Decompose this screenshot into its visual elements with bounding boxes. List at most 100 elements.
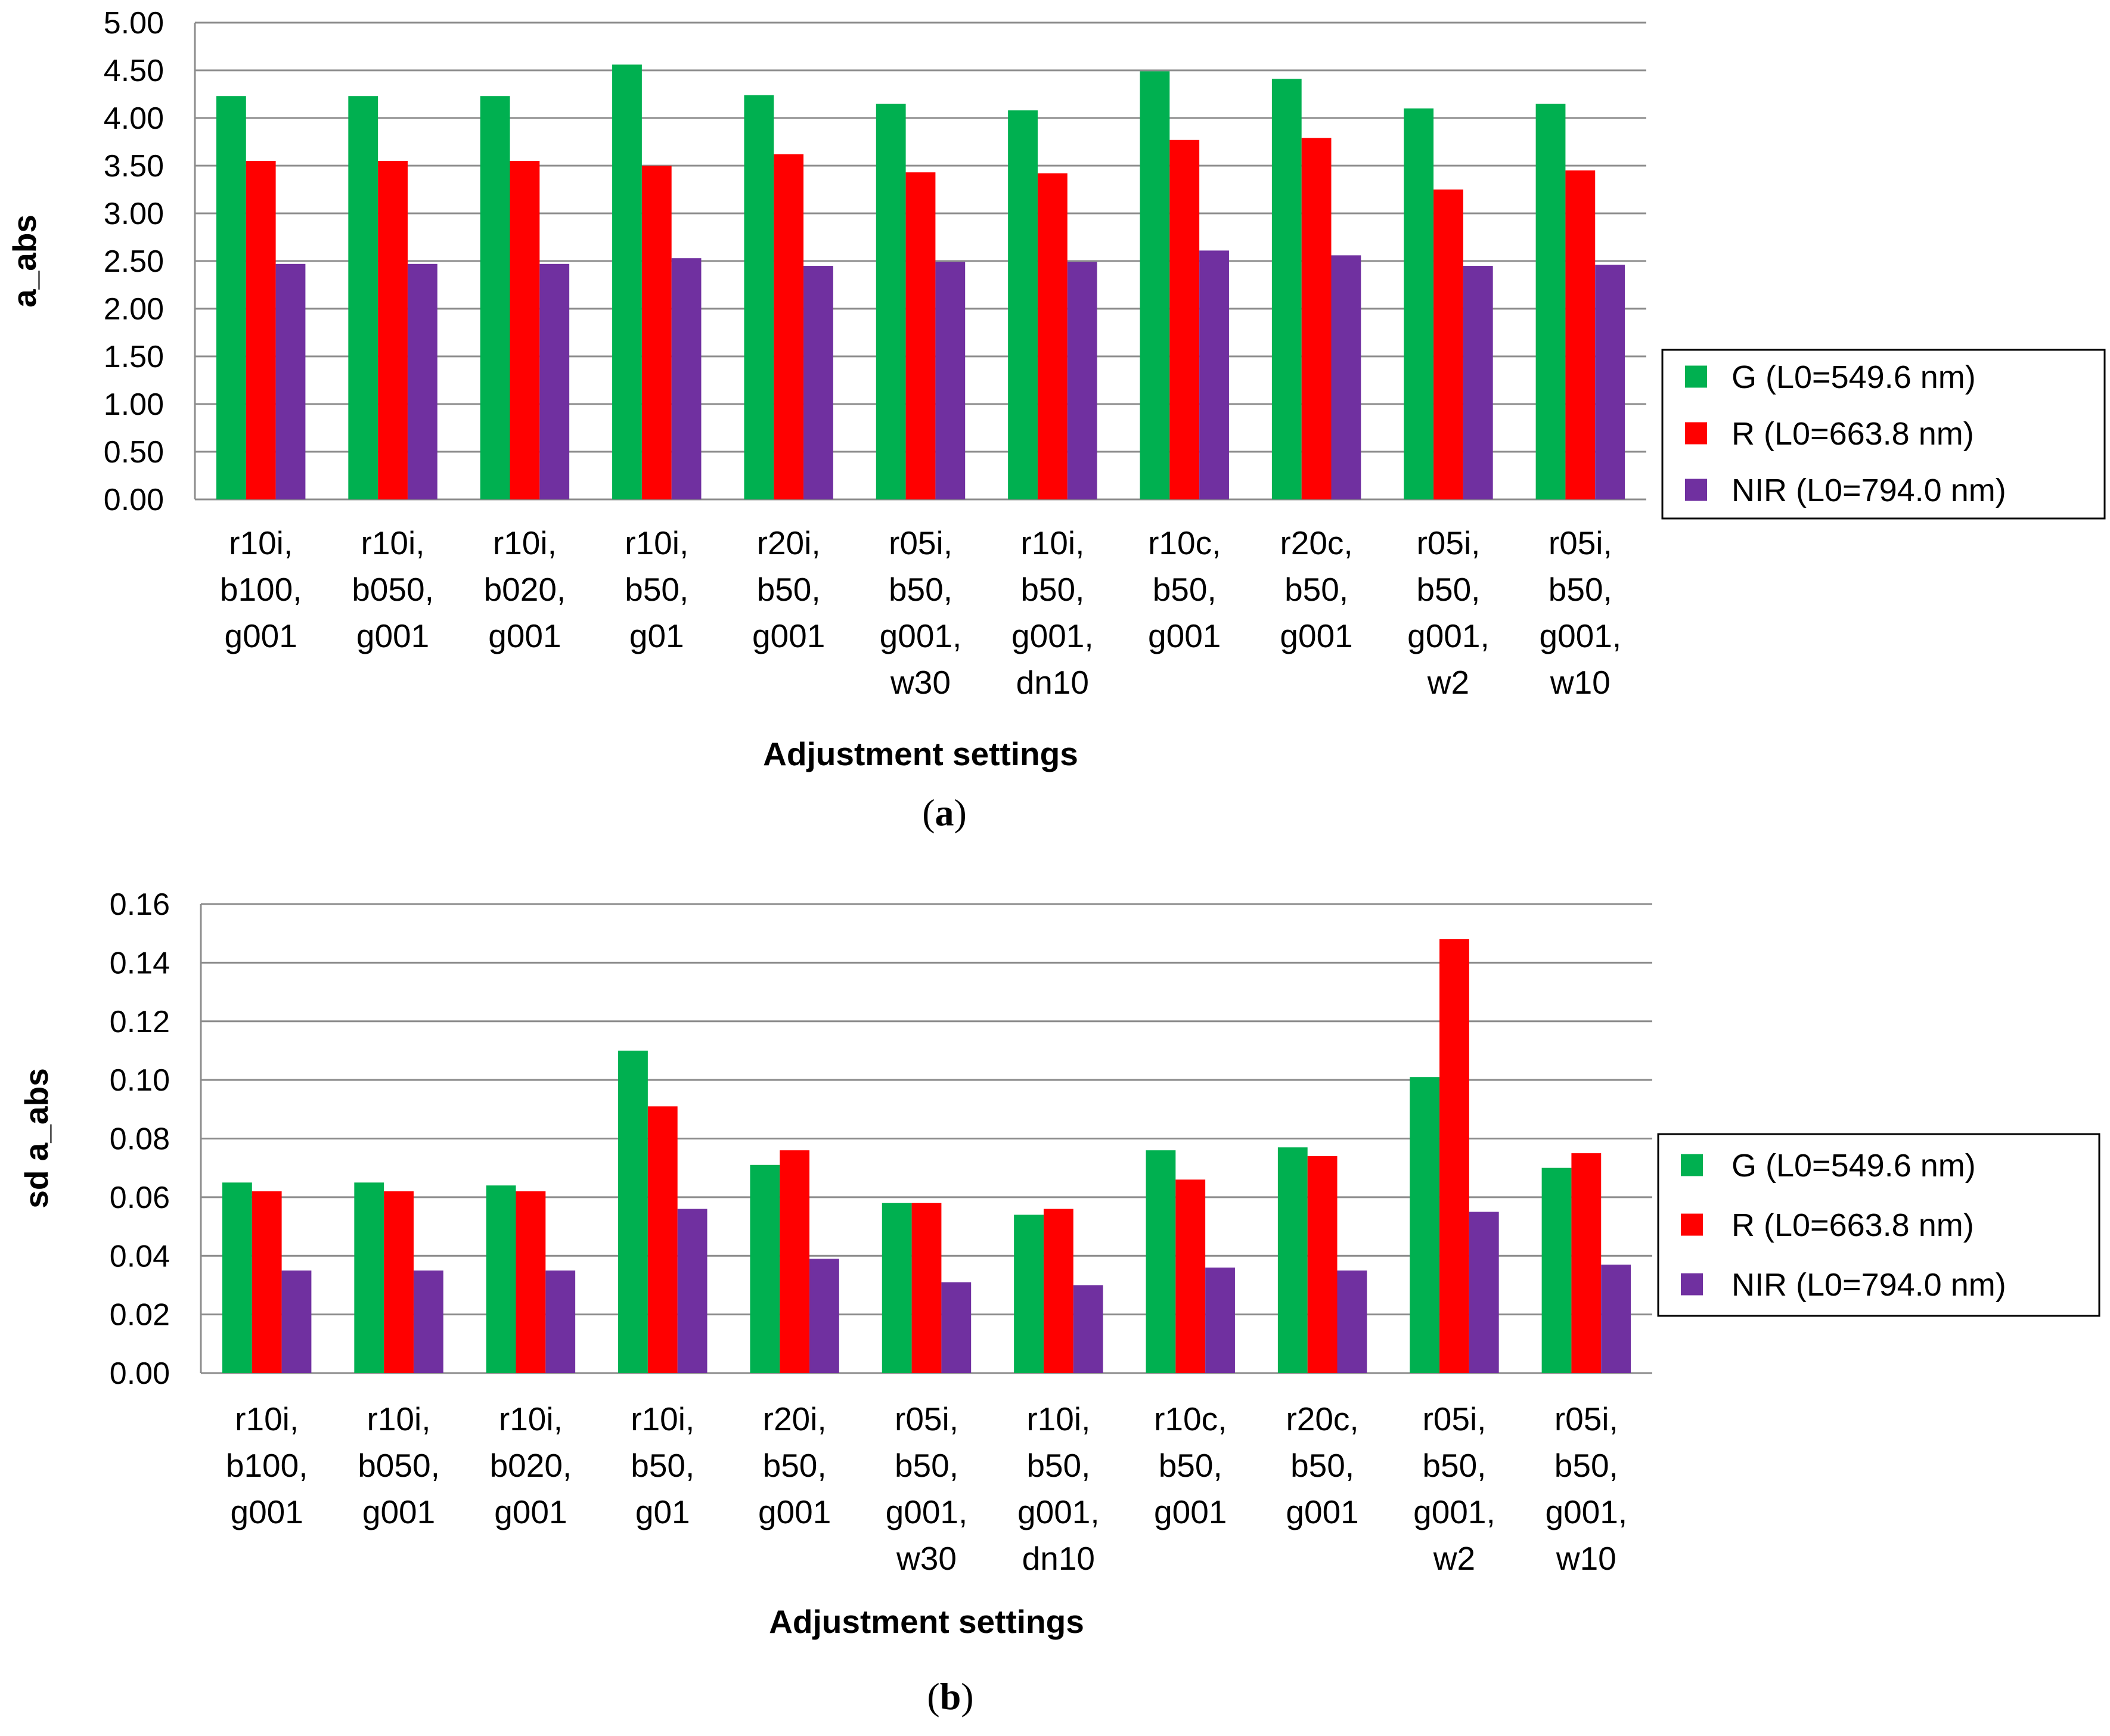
chart-b-x-tick-label: b50, [895, 1447, 958, 1484]
chart-a-bar [378, 161, 408, 499]
chart-b-bar [618, 1050, 648, 1373]
chart-a-x-tick-label: r10i, [625, 524, 688, 561]
chart-b-x-tick-label: r10i, [1026, 1400, 1090, 1437]
chart-b-caption-paren-close: ) [961, 1675, 973, 1718]
chart-b-bar [1277, 1147, 1308, 1373]
chart-b-x-tick-label: b50, [1159, 1447, 1222, 1484]
chart-a-bar [744, 95, 774, 500]
chart-b-x-tick-label: b50, [1290, 1447, 1354, 1484]
chart-b-bar [252, 1191, 282, 1373]
chart-a-bar [1169, 139, 1200, 500]
chart-a-y-tick-label: 4.00 [104, 101, 164, 136]
chart-a-bar [348, 96, 378, 499]
chart-b-bar [1601, 1265, 1631, 1373]
chart-b-bar [780, 1150, 810, 1373]
chart-a-y-axis-title: a_abs [6, 215, 43, 308]
chart-b-bar [516, 1191, 546, 1373]
chart-a-x-tick-label: g001, [1407, 617, 1490, 654]
chart-a-caption: (a) [922, 791, 967, 834]
chart-b-x-tick-label: b50, [631, 1447, 694, 1484]
chart-b-x-tick-label: r05i, [895, 1400, 958, 1437]
chart-b-bar [882, 1203, 912, 1373]
chart-b-bar [1337, 1270, 1367, 1373]
chart-a-x-tick-label: r10i, [229, 524, 293, 561]
chart-b-bar [1014, 1215, 1044, 1373]
chart-a-bar [1140, 71, 1170, 500]
chart-b-bar [486, 1185, 516, 1373]
chart-a-bar [407, 263, 437, 499]
chart-a-bar [1463, 266, 1493, 499]
chart-b-x-tick-label: g001, [1545, 1493, 1627, 1530]
chart-b-x-tick-label: w10 [1556, 1540, 1616, 1577]
chart-b-bar [809, 1259, 839, 1373]
chart-a-y-tick-label: 1.00 [104, 387, 164, 422]
chart-a-bar [1037, 173, 1068, 499]
chart-a-y-tick-label: 2.00 [104, 292, 164, 327]
chart-b-bar [941, 1282, 972, 1373]
chart-b-legend-label: R (L0=663.8 nm) [1732, 1207, 1974, 1243]
chart-a-y-tick-label: 2.50 [104, 244, 164, 279]
chart-b-x-tick-label: g001 [494, 1493, 567, 1530]
chart-b-x-tick-label: g001 [1286, 1493, 1358, 1530]
chart-b-bar [1439, 939, 1469, 1373]
chart-b-x-tick-label: r10i, [499, 1400, 563, 1437]
chart-b-x-tick-label: g001 [758, 1493, 831, 1530]
chart-a-bar [246, 161, 276, 499]
chart-b-bar [1073, 1285, 1103, 1373]
chart-a-bar [1301, 138, 1332, 500]
chart-b-bar [384, 1191, 414, 1373]
chart-b-bar [1043, 1209, 1073, 1373]
chart-a-bar [1008, 110, 1038, 499]
chart-a-x-tick-label: w30 [890, 664, 951, 701]
chart-b-bar [1146, 1150, 1176, 1373]
chart-a-x-tick-label: b100, [220, 571, 302, 608]
chart-a-x-tick-label: g001 [356, 617, 429, 654]
chart-b-bar [647, 1106, 678, 1373]
chart-b-bar [750, 1164, 780, 1373]
chart-a-x-tick-label: g001 [1280, 617, 1352, 654]
chart-a-bar [1067, 262, 1097, 499]
chart-a-bar [641, 166, 672, 499]
chart-b-bar [222, 1182, 252, 1373]
chart-b-bar [911, 1203, 942, 1373]
chart-a-x-axis-title: Adjustment settings [763, 735, 1078, 772]
chart-b-legend-label: G (L0=549.6 nm) [1732, 1148, 1976, 1184]
chart-a-bar [1433, 190, 1463, 499]
chart-b-caption-letter: b [940, 1675, 961, 1718]
chart-b-y-tick-label: 0.02 [110, 1298, 170, 1333]
chart-a-x-tick-label: b50, [1549, 571, 1612, 608]
chart-a-bar [1271, 79, 1302, 499]
chart-a-caption-paren-close: ) [954, 791, 967, 834]
chart-b-legend-label: NIR (L0=794.0 nm) [1732, 1267, 2006, 1303]
chart-a-legend-label: R (L0=663.8 nm) [1732, 416, 1974, 452]
chart-a-x-tick-label: r05i, [889, 524, 952, 561]
chart-a-x-tick-label: b50, [757, 571, 821, 608]
chart-b-x-tick-label: b50, [1026, 1447, 1090, 1484]
chart-a-x-tick-label: b50, [1284, 571, 1348, 608]
chart-a-bar [1199, 250, 1229, 499]
chart-b-x-tick-label: g01 [635, 1493, 690, 1530]
chart-b-x-tick-label: dn10 [1022, 1540, 1095, 1577]
chart-b-y-tick-label: 0.16 [110, 887, 170, 922]
chart-a-bar [803, 266, 833, 499]
chart-a-bar [876, 104, 906, 499]
chart-b-x-tick-label: r10i, [367, 1400, 431, 1437]
chart-a-x-tick-label: b50, [625, 571, 688, 608]
chart-b-legend-swatch [1681, 1273, 1703, 1296]
chart-a-x-tick-label: r10i, [1020, 524, 1084, 561]
chart-a-bar [1535, 104, 1566, 499]
chart-b-x-tick-label: r10i, [631, 1400, 694, 1437]
chart-b-x-tick-label: g001 [231, 1493, 303, 1530]
chart-b-y-tick-label: 0.14 [110, 946, 170, 980]
chart-a-x-tick-label: g001, [880, 617, 962, 654]
chart-b-x-tick-label: r20i, [763, 1400, 827, 1437]
chart-a-caption-letter: a [935, 791, 954, 834]
chart-a-bar [1595, 265, 1625, 499]
chart-a-x-tick-label: b50, [1153, 571, 1217, 608]
chart-b-x-tick-label: b50, [1422, 1447, 1486, 1484]
chart-b-bar [1410, 1077, 1440, 1373]
chart-a-x-tick-label: g001, [1539, 617, 1621, 654]
chart-a-bar [612, 64, 642, 499]
chart-a-bar [480, 96, 510, 499]
